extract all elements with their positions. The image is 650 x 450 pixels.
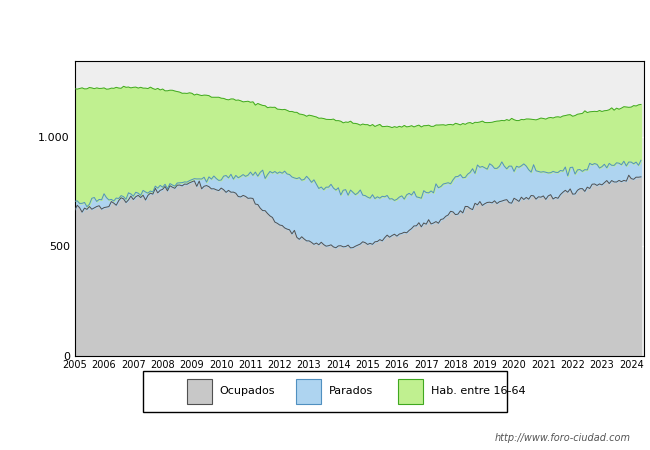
Text: Fuencaliente de la Palma - Evolucion de la poblacion en edad de Trabajar Mayo de: Fuencaliente de la Palma - Evolucion de … — [42, 22, 608, 32]
FancyBboxPatch shape — [143, 371, 507, 412]
Text: Ocupados: Ocupados — [220, 387, 275, 396]
Bar — [187, 379, 212, 404]
Text: Parados: Parados — [329, 387, 373, 396]
Bar — [398, 379, 423, 404]
Bar — [296, 379, 321, 404]
Text: http://www.foro-ciudad.com: http://www.foro-ciudad.com — [495, 433, 630, 443]
Text: Hab. entre 16-64: Hab. entre 16-64 — [430, 387, 525, 396]
